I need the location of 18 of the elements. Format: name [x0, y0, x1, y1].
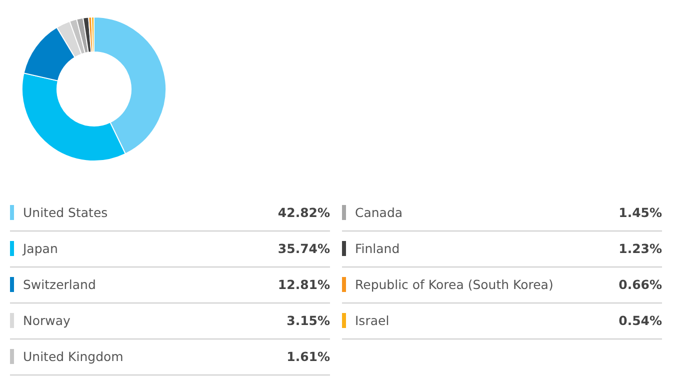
data-label: 1.45% — [618, 205, 662, 220]
data-label: 12.81% — [278, 277, 330, 292]
legend-label: United Kingdom — [23, 349, 124, 364]
legend-label: Israel — [355, 313, 390, 328]
data-label: 0.54% — [618, 313, 662, 328]
data-label: 1.23% — [618, 241, 662, 256]
legend-label: Switzerland — [23, 277, 96, 292]
data-label: 1.61% — [286, 349, 330, 364]
legend-label: Canada — [355, 205, 403, 220]
legend-label: Finland — [355, 241, 400, 256]
legend-label: United States — [23, 205, 108, 220]
data-label: 3.15% — [286, 313, 330, 328]
legend-label: Norway — [23, 313, 72, 328]
data-label: 35.74% — [278, 241, 330, 256]
data-label: 42.82% — [278, 205, 330, 220]
legend-label: Republic of Korea (South Korea) — [355, 277, 554, 292]
data-label: 0.66% — [618, 277, 662, 292]
legend-label: Japan — [22, 241, 58, 256]
